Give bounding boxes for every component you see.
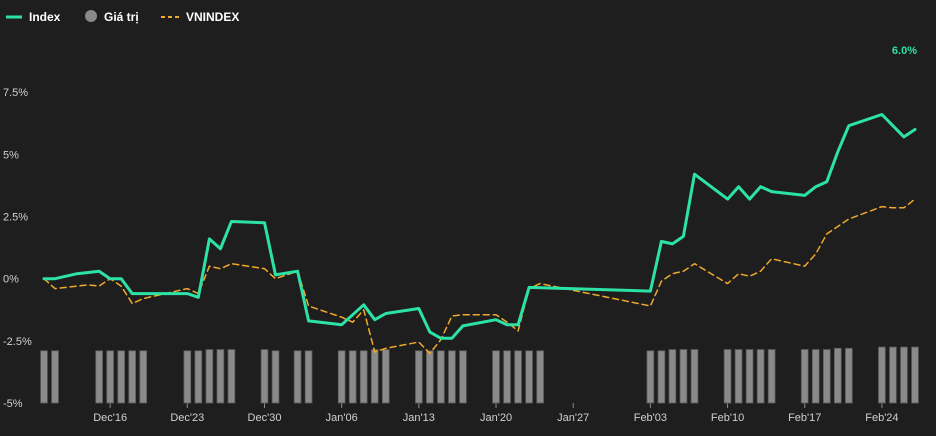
value-bar[interactable] bbox=[833, 347, 842, 404]
value-bar[interactable] bbox=[745, 349, 754, 404]
value-bar[interactable] bbox=[503, 350, 511, 404]
value-bar[interactable] bbox=[117, 350, 125, 404]
value-bar[interactable] bbox=[348, 350, 357, 404]
value-bar[interactable] bbox=[646, 350, 655, 404]
value-bar[interactable] bbox=[260, 349, 269, 404]
y-tick-label: -2.5% bbox=[3, 336, 32, 348]
value-bar[interactable] bbox=[370, 349, 379, 404]
value-bar[interactable] bbox=[128, 350, 137, 404]
legend-item-value[interactable]: Giá trị bbox=[85, 10, 139, 24]
series-lines bbox=[42, 113, 917, 355]
x-tick-label: Feb'03 bbox=[634, 412, 667, 424]
value-bar[interactable] bbox=[668, 349, 677, 404]
value-bar[interactable] bbox=[194, 350, 203, 404]
y-axis: -5% -2.5% 0% 2.5% 5% 7.5% bbox=[3, 87, 32, 410]
value-bar[interactable] bbox=[756, 349, 765, 404]
value-bar[interactable] bbox=[800, 349, 809, 404]
value-bar[interactable] bbox=[492, 350, 500, 404]
y-tick-label: 0% bbox=[3, 274, 19, 286]
value-bar[interactable] bbox=[889, 346, 897, 404]
value-bar[interactable] bbox=[911, 346, 919, 404]
legend-label-vnindex: VNINDEX bbox=[186, 10, 239, 24]
value-bar[interactable] bbox=[106, 350, 114, 404]
value-bar[interactable] bbox=[679, 349, 688, 404]
legend-label-value: Giá trị bbox=[104, 10, 139, 24]
value-bar[interactable] bbox=[95, 350, 103, 404]
legend-item-vnindex[interactable]: VNINDEX bbox=[161, 10, 239, 24]
value-bar[interactable] bbox=[514, 350, 522, 404]
annotations: 6.0% bbox=[892, 45, 917, 57]
value-bar[interactable] bbox=[767, 349, 776, 404]
legend-value-circle-icon bbox=[85, 10, 97, 22]
y-tick-label: 7.5% bbox=[3, 87, 28, 99]
value-bar[interactable] bbox=[723, 349, 732, 404]
value-bar[interactable] bbox=[525, 350, 533, 404]
value-bar[interactable] bbox=[381, 349, 390, 404]
series-line-index[interactable] bbox=[42, 113, 917, 340]
x-tick-label: Feb'17 bbox=[788, 412, 821, 424]
value-bar[interactable] bbox=[139, 350, 148, 404]
value-bar[interactable] bbox=[459, 350, 467, 404]
value-bar[interactable] bbox=[734, 349, 743, 404]
x-tick-label: Jan'06 bbox=[326, 412, 358, 424]
x-tick-label: Feb'10 bbox=[711, 412, 744, 424]
x-tick-label: Jan'20 bbox=[480, 412, 512, 424]
value-bar[interactable] bbox=[448, 350, 456, 404]
x-tick-label: Dec'16 bbox=[93, 412, 127, 424]
value-bar[interactable] bbox=[822, 349, 831, 404]
value-bar[interactable] bbox=[845, 347, 853, 404]
value-bar[interactable] bbox=[415, 350, 423, 404]
x-tick-label: Dec'30 bbox=[248, 412, 282, 424]
value-bar[interactable] bbox=[51, 350, 59, 404]
value-bar[interactable] bbox=[811, 349, 820, 404]
value-bars bbox=[40, 346, 919, 404]
value-bar[interactable] bbox=[227, 349, 236, 404]
value-bar[interactable] bbox=[205, 349, 214, 404]
value-bar[interactable] bbox=[437, 350, 445, 404]
value-bar[interactable] bbox=[304, 350, 313, 404]
value-bar[interactable] bbox=[359, 350, 368, 404]
value-bar[interactable] bbox=[536, 350, 544, 404]
y-tick-label: 5% bbox=[3, 149, 19, 161]
last-value-label: 6.0% bbox=[892, 45, 917, 57]
value-bar[interactable] bbox=[426, 350, 434, 404]
x-tick-label: Jan'27 bbox=[557, 412, 589, 424]
value-bar[interactable] bbox=[183, 350, 192, 404]
y-tick-label: 2.5% bbox=[3, 212, 28, 224]
value-bar[interactable] bbox=[337, 350, 346, 404]
value-bar[interactable] bbox=[878, 346, 886, 404]
value-bar[interactable] bbox=[271, 350, 280, 404]
x-axis: Dec'16 Dec'23 Dec'30 Jan'06 Jan'13 Jan'20 Jan'… bbox=[93, 403, 899, 424]
x-tick-label: Jan'13 bbox=[403, 412, 435, 424]
legend: Index Giá trị VNINDEX bbox=[6, 10, 239, 24]
y-tick-label: -5% bbox=[3, 398, 23, 410]
legend-label-index: Index bbox=[29, 10, 61, 24]
value-bar[interactable] bbox=[40, 350, 48, 404]
value-bar[interactable] bbox=[657, 350, 666, 404]
legend-item-index[interactable]: Index bbox=[6, 10, 61, 24]
value-bar[interactable] bbox=[900, 346, 908, 404]
x-tick-label: Dec'23 bbox=[170, 412, 204, 424]
value-bar[interactable] bbox=[216, 349, 225, 404]
value-bar[interactable] bbox=[293, 350, 302, 404]
value-bar[interactable] bbox=[690, 349, 699, 404]
x-tick-label: Feb'24 bbox=[865, 412, 898, 424]
